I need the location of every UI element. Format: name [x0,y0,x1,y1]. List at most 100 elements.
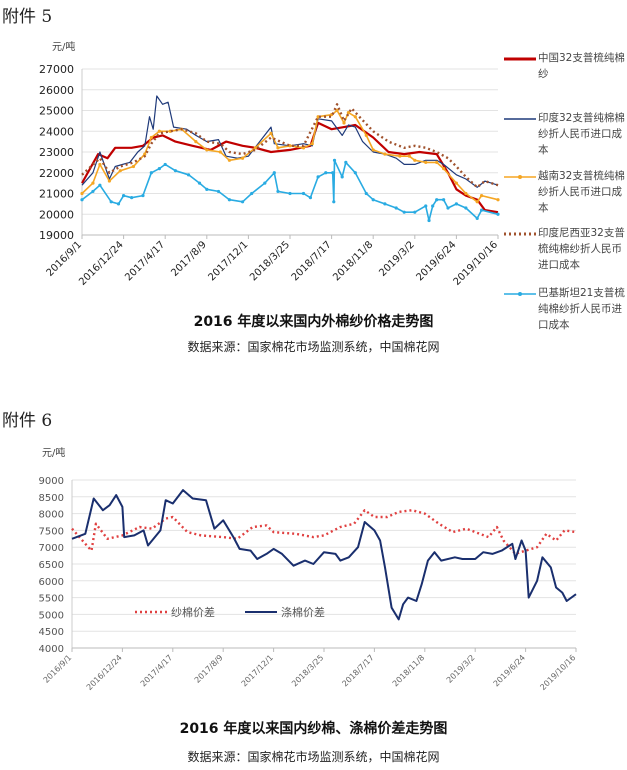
series-line-2 [81,109,499,203]
data-point [454,202,458,206]
data-point [107,179,111,183]
data-point [331,171,335,175]
data-point [496,198,500,202]
data-point [301,191,306,196]
x-tick-label: 2016/9/1 [42,653,74,685]
legend-swatch [504,57,536,61]
data-point [353,115,357,119]
y-tick-label: 19000 [39,229,74,242]
data-point [435,198,439,202]
data-point [227,198,232,202]
data-point [435,160,439,164]
data-point [464,206,468,210]
y-unit-label: 元/吨 [42,446,65,459]
x-tick-label: 2016/12/24 [85,653,124,692]
data-point [424,204,428,208]
data-point [496,212,500,216]
x-tick-label: 2018/3/25 [290,653,325,688]
data-point [118,169,122,173]
data-point [141,193,145,198]
data-point [80,191,84,196]
data-point [163,162,167,167]
data-point [413,158,417,162]
x-tick-label: 2017/4/17 [139,653,174,688]
data-point [324,171,328,175]
x-tick-label: 2016/9/1 [45,239,85,279]
chart2-title: 2016 年度以来国内纱棉、涤棉价差走势图 [179,721,448,737]
y-tick-label: 25000 [39,105,74,118]
chart1-title: 2016 年度以来国内外棉纱价格走势图 [193,314,434,330]
x-tick-label: 2017/12/1 [206,239,250,283]
data-point [205,187,209,191]
data-point [80,198,84,202]
series-line-3 [81,103,499,189]
data-point [269,131,273,135]
data-point [402,210,406,214]
y-tick-label: 21000 [39,188,74,201]
data-point [383,202,387,206]
data-point [218,150,222,154]
data-point [301,146,306,150]
y-tick-label: 4000 [39,644,64,655]
data-point [157,167,161,171]
data-point [446,206,450,210]
y-tick-label: 8500 [39,493,64,504]
x-tick-label: 2017/8/9 [169,239,209,279]
x-tick-label: 2018/7/17 [290,239,334,283]
data-point [427,218,431,223]
data-point [91,181,95,185]
x-tick-label: 2018/11/8 [331,239,375,283]
x-tick-label: 2019/3/2 [377,239,417,279]
data-point [186,173,191,177]
series-line-1 [81,95,499,188]
data-point [227,158,232,162]
series-line-1 [71,489,577,621]
data-point [332,200,336,204]
data-point [475,200,479,204]
data-point [431,204,435,208]
data-point [173,169,178,173]
data-point [308,196,313,200]
y-tick-label: 9000 [39,476,64,487]
data-point [344,160,348,164]
y-tick-label: 23000 [39,146,74,159]
data-point [288,191,292,196]
data-point [194,140,198,144]
data-point [383,152,387,156]
x-tick-label: 2019/6/24 [414,239,458,283]
data-point [149,171,153,175]
y-unit-label: 元/吨 [52,40,75,53]
data-point [310,142,314,146]
data-point [157,129,161,133]
appendix-5-heading: 附件 5 [2,7,53,27]
x-tick-label: 2017/12/1 [240,653,275,688]
x-tick-label: 2019/3/2 [445,653,477,685]
cotton-yarn-price-chart: 元/吨 19000 20000 21000 22000 23000 24000 25000 26… [39,40,501,288]
data-point [407,154,411,158]
data-point [250,191,254,196]
data-point [454,181,458,185]
data-point [316,115,320,119]
legend-swatch [504,118,536,120]
x-tick-label: 2019/10/16 [452,239,501,288]
legend-swatch [504,232,536,236]
legend-item: 越南32支普梳纯棉纱折人民币进口成本 [538,170,625,214]
chart1-source: 数据来源：国家棉花市场监测系统，中国棉花网 [187,340,440,354]
data-point [109,200,113,204]
y-tick-label: 6000 [39,577,64,588]
data-point [479,193,484,198]
y-tick-label: 26000 [39,84,74,97]
data-point [197,181,202,185]
legend-item: 中国32支普梳纯棉纱 [538,52,625,80]
legend-item: 印度尼西亚32支普梳纯棉纱折人民币进口成本 [538,227,625,271]
y-tick-label: 8000 [39,510,64,521]
data-point [398,154,402,158]
y-tick-label: 27000 [39,63,74,76]
data-point [364,191,368,196]
y-tick-label: 24000 [39,125,74,138]
legend-item: 巴基斯坦21支普梳纯棉纱折人民币进口成本 [538,287,625,331]
data-point [332,158,337,162]
data-point [253,146,257,150]
data-point [394,206,398,210]
data-point [91,189,95,194]
